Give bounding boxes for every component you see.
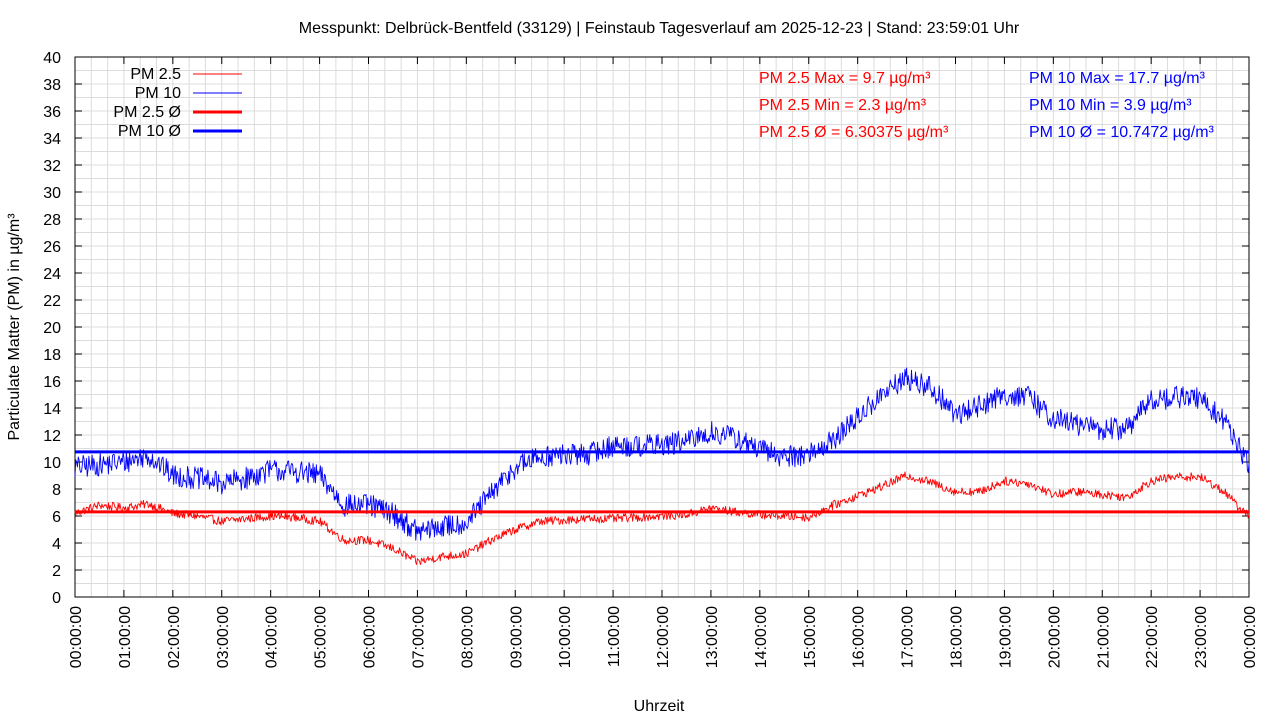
stat-annotation: PM 2.5 Max = 9.7 µg/m³: [759, 70, 931, 87]
stat-annotation: PM 2.5 Ø = 6.30375 µg/m³: [759, 124, 949, 141]
y-tick-label: 18: [43, 347, 61, 364]
x-tick-label: 10:00:00: [557, 606, 574, 668]
stat-annotation: PM 10 Max = 17.7 µg/m³: [1029, 70, 1206, 87]
x-tick-label: 00:00:00: [1242, 606, 1259, 668]
x-tick-label: 17:00:00: [900, 606, 917, 668]
x-tick-label: 11:00:00: [606, 606, 623, 667]
y-tick-label: 28: [43, 212, 61, 229]
stat-annotation: PM 10 Ø = 10.7472 µg/m³: [1029, 124, 1215, 141]
x-tick-label: 06:00:00: [362, 606, 379, 668]
x-tick-label: 12:00:00: [655, 606, 672, 668]
legend-label: PM 10 Ø: [118, 123, 181, 140]
x-tick-label: 05:00:00: [313, 606, 330, 668]
y-tick-label: 14: [43, 401, 61, 418]
legend-label: PM 2.5: [130, 66, 181, 83]
y-tick-label: 30: [43, 185, 61, 202]
y-tick-label: 24: [43, 266, 61, 283]
axis-layer: 024681012141618202224262830323436384000:…: [43, 50, 1259, 668]
stat-annotation: PM 2.5 Min = 2.3 µg/m³: [759, 97, 927, 114]
x-tick-label: 22:00:00: [1144, 606, 1161, 668]
legend: PM 2.5 PM 10 PM 2.5 Ø PM 10 Ø: [113, 66, 242, 140]
y-tick-label: 34: [43, 131, 61, 148]
legend-label: PM 10: [135, 85, 181, 102]
y-tick-label: 16: [43, 374, 61, 391]
y-tick-label: 26: [43, 239, 61, 256]
x-tick-label: 20:00:00: [1046, 606, 1063, 668]
x-tick-label: 03:00:00: [215, 606, 232, 668]
y-tick-label: 10: [43, 455, 61, 472]
legend-label: PM 2.5 Ø: [113, 104, 181, 121]
x-axis-label: Uhrzeit: [634, 698, 685, 715]
y-tick-label: 8: [52, 482, 61, 499]
y-tick-label: 40: [43, 50, 61, 67]
y-tick-label: 22: [43, 293, 61, 310]
x-tick-label: 14:00:00: [753, 606, 770, 668]
grid-layer: [74, 56, 1250, 598]
stats-annotations: PM 2.5 Max = 9.7 µg/m³ PM 2.5 Min = 2.3 µ…: [759, 70, 1215, 141]
y-tick-label: 12: [43, 428, 61, 445]
x-tick-label: 15:00:00: [802, 606, 819, 668]
x-tick-label: 21:00:00: [1095, 606, 1112, 668]
y-tick-label: 32: [43, 158, 61, 175]
y-axis-label: Particulate Matter (PM) in µg/m³: [6, 213, 23, 441]
x-tick-label: 00:00:00: [68, 606, 85, 668]
x-tick-label: 01:00:00: [117, 606, 134, 668]
series-line-pm10: [74, 367, 1250, 541]
x-tick-label: 13:00:00: [704, 606, 721, 668]
series-layer: [74, 367, 1250, 565]
y-tick-label: 2: [52, 563, 61, 580]
x-tick-label: 23:00:00: [1193, 606, 1210, 668]
y-tick-label: 0: [52, 590, 61, 607]
x-tick-label: 08:00:00: [459, 606, 476, 668]
y-tick-label: 20: [43, 320, 61, 337]
x-tick-label: 19:00:00: [997, 606, 1014, 668]
x-tick-label: 04:00:00: [264, 606, 281, 668]
x-tick-label: 07:00:00: [410, 606, 427, 668]
y-tick-label: 4: [52, 536, 61, 553]
y-tick-label: 6: [52, 509, 61, 526]
x-tick-label: 02:00:00: [166, 606, 183, 668]
y-tick-label: 36: [43, 104, 61, 121]
y-tick-label: 38: [43, 77, 61, 94]
x-tick-label: 16:00:00: [851, 606, 868, 668]
stat-annotation: PM 10 Min = 3.9 µg/m³: [1029, 97, 1192, 114]
chart-title: Messpunkt: Delbrück-Bentfeld (33129) | F…: [299, 20, 1020, 37]
x-tick-label: 09:00:00: [508, 606, 525, 668]
x-tick-label: 18:00:00: [949, 606, 966, 668]
